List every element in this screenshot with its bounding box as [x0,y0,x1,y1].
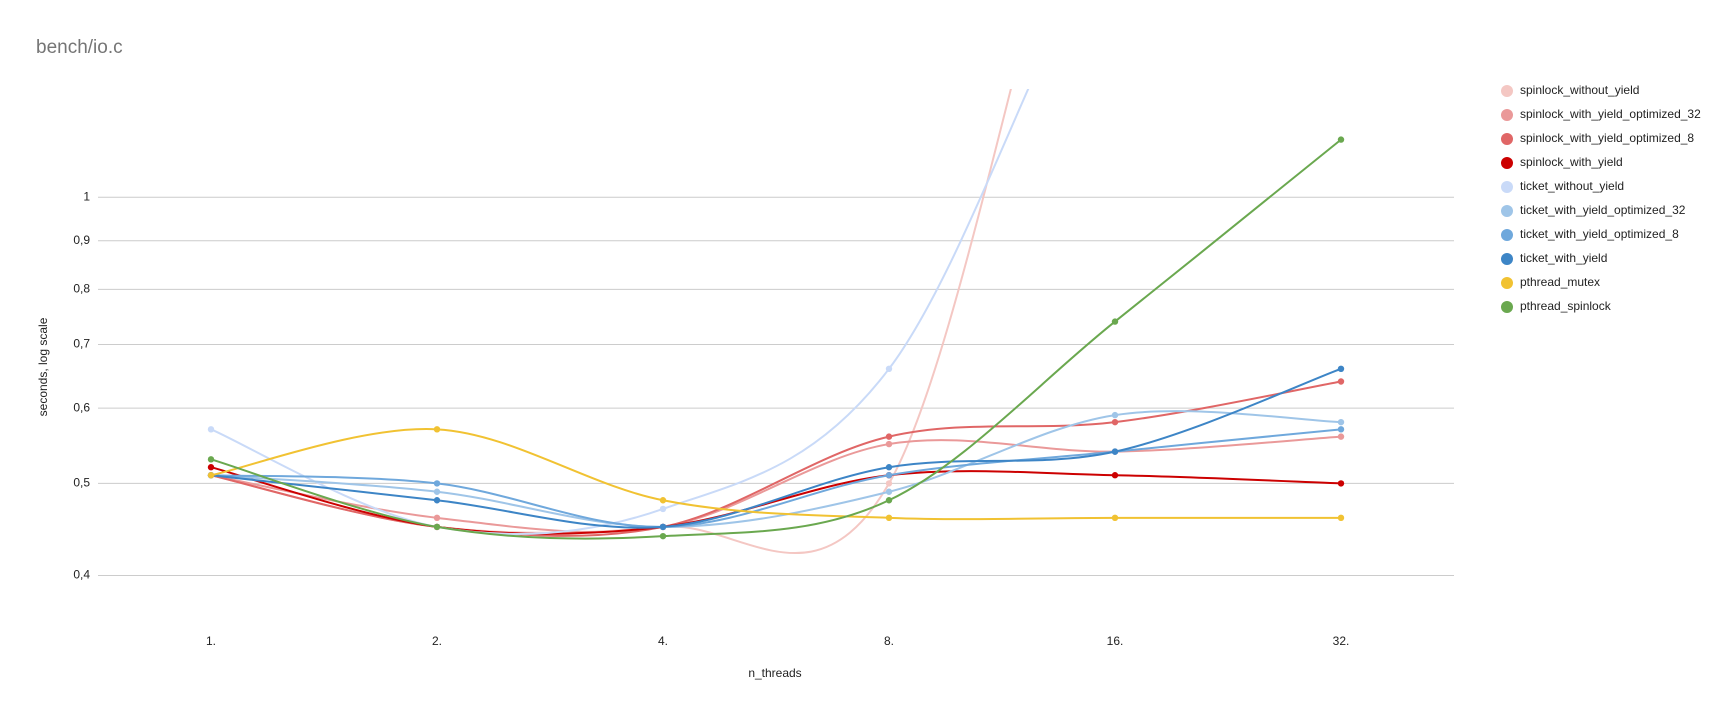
data-point [207,426,215,433]
data-point [433,426,441,433]
legend-label: spinlock_without_yield [1520,83,1639,97]
data-point [885,480,893,487]
x-tick-label: 8. [884,634,894,648]
data-point [433,488,441,495]
data-point [885,464,893,471]
legend-swatch [1501,229,1513,241]
data-point [1337,514,1345,522]
legend-label: spinlock_with_yield [1520,155,1623,169]
legend-label: pthread_spinlock [1520,299,1612,313]
series-line [210,428,1341,521]
legend-swatch [1501,133,1513,145]
x-tick-label: 16. [1107,634,1124,648]
legend-label: spinlock_with_yield_optimized_32 [1520,107,1701,121]
data-point [885,365,893,373]
x-tick-label: 32. [1333,634,1350,648]
data-point [1337,426,1345,433]
data-point [433,523,441,531]
data-point [1111,448,1119,455]
y-tick-label: 0,9 [73,233,90,247]
data-point [885,472,893,479]
y-tick-label: 0,7 [73,337,90,351]
y-tick-label: 0,5 [73,476,90,490]
legend-swatch [1501,85,1513,97]
data-point [433,497,441,504]
data-point [1111,318,1119,325]
data-point [885,514,893,522]
series-line [210,367,1342,529]
data-point [1337,480,1345,487]
data-point [885,497,893,504]
data-point [207,456,215,463]
data-point [885,440,893,448]
series-line [210,410,1342,528]
legend-swatch [1501,277,1513,289]
series-line [210,466,1342,535]
x-tick-label: 4. [658,634,668,648]
legend-label: ticket_with_yield_optimized_8 [1520,227,1679,241]
series-line [210,428,1342,528]
y-tick-label: 0,8 [73,282,90,296]
data-point [885,488,893,495]
data-point [1111,411,1119,419]
data-point [1337,433,1345,440]
legend-swatch [1501,205,1513,217]
data-point [1337,378,1345,385]
series-line [210,435,1342,533]
data-point [659,505,667,513]
legend-swatch [1501,157,1513,169]
data-point [659,532,667,540]
data-point [207,464,215,471]
legend-swatch [1501,301,1513,313]
data-point [1111,514,1119,522]
data-point [1111,418,1119,426]
data-point [1111,472,1119,479]
x-axis-title: n_threads [748,666,801,680]
legend-swatch [1501,109,1513,121]
data-point [207,472,215,479]
data-point [1337,418,1345,426]
data-point [433,480,441,487]
plot-area [207,89,1345,555]
y-tick-label: 0,6 [73,400,90,414]
legend-label: ticket_with_yield_optimized_32 [1520,203,1686,217]
data-point [1337,136,1345,143]
y-axis-title: seconds, log scale [36,317,50,416]
data-point [885,433,893,440]
data-point [433,514,441,522]
series-line [210,89,1030,535]
data-point [659,523,667,531]
data-point [1337,365,1345,373]
y-tick-label: 0,4 [73,568,90,582]
chart-title: bench/io.c [36,37,123,58]
y-tick-label: 1 [83,189,90,203]
legend-swatch [1501,181,1513,193]
x-tick-label: 1. [206,634,216,648]
legend-label: ticket_with_yield [1520,251,1607,265]
data-point [659,497,667,504]
legend-label: ticket_without_yield [1520,179,1624,193]
legend-label: pthread_mutex [1520,275,1600,289]
legend-label: spinlock_with_yield_optimized_8 [1520,131,1694,145]
x-tick-label: 2. [432,634,442,648]
series-line [210,138,1342,540]
legend-swatch [1501,253,1513,265]
